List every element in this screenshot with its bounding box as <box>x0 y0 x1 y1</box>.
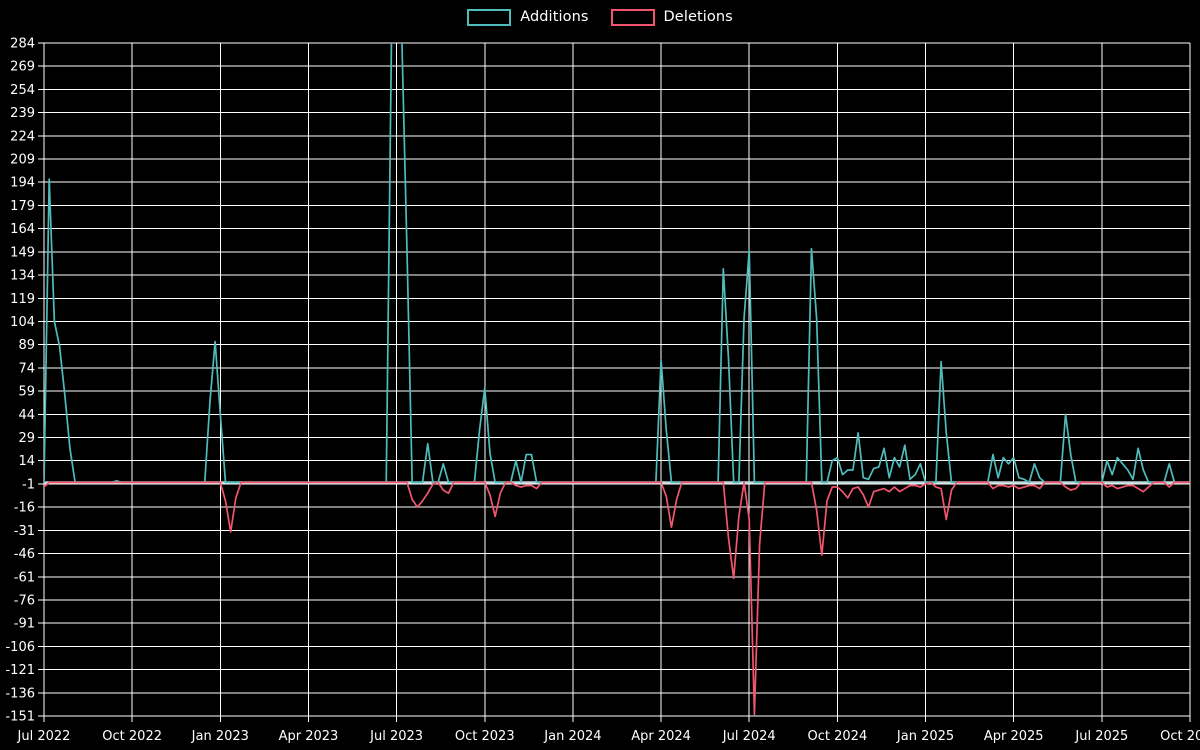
y-tick-label: 104 <box>10 315 35 330</box>
y-tick-label: 179 <box>10 199 35 214</box>
y-tick-label: 269 <box>10 60 35 75</box>
legend-label-deletions: Deletions <box>663 9 733 25</box>
x-axis-tick-labels: Jul 2022 Oct 2022 Jan 2023 Apr 2023 Jul 2023… <box>17 729 1200 744</box>
y-tick-label: 74 <box>18 361 35 376</box>
x-tick-label: Jan 2025 <box>896 729 954 744</box>
y-tick-label: -106 <box>5 640 35 655</box>
y-tick-label: 209 <box>10 153 35 168</box>
y-tick-label: 89 <box>18 338 35 353</box>
x-tick-label: Apr 2023 <box>279 729 339 744</box>
y-tick-label: -16 <box>14 501 35 516</box>
x-tick-label: Oct 2022 <box>102 729 162 744</box>
y-tick-label: 239 <box>10 106 35 121</box>
legend-label-additions: Additions <box>520 9 589 25</box>
y-tick-label: -151 <box>5 710 35 725</box>
y-tick-label: 14 <box>18 454 35 469</box>
y-tick-label: -1 <box>22 477 35 492</box>
y-axis-tick-labels: 284 269 254 239 224 209 194 179 164 149 134 119 104 8… <box>5 37 35 725</box>
x-tick-label: Jul 2025 <box>1074 729 1128 744</box>
data-series-group <box>44 43 1190 716</box>
legend-item-additions[interactable]: Additions <box>467 8 589 26</box>
x-tick-label: Jul 2022 <box>17 729 71 744</box>
legend-swatch-deletions <box>610 8 655 26</box>
y-tick-label: 284 <box>10 37 35 52</box>
y-tick-label: 149 <box>10 245 35 260</box>
y-tick-label: 164 <box>10 222 35 237</box>
x-tick-label: Oct 2023 <box>455 729 515 744</box>
y-tick-label: -61 <box>14 570 35 585</box>
y-tick-label: -91 <box>14 617 35 632</box>
x-tick-label: Jul 2024 <box>722 729 776 744</box>
y-tick-label: 29 <box>18 431 35 446</box>
x-tick-label: Apr 2024 <box>631 729 691 744</box>
y-tick-label: 224 <box>10 129 35 144</box>
y-tick-label: -46 <box>14 547 35 562</box>
x-tick-label: Apr 2025 <box>984 729 1044 744</box>
y-tick-label: 134 <box>10 269 35 284</box>
y-tick-label: 44 <box>18 408 35 423</box>
y-tick-label: 194 <box>10 176 35 191</box>
y-tick-label: -31 <box>14 524 35 539</box>
y-tick-label: -76 <box>14 593 35 608</box>
y-tick-label: 59 <box>18 385 35 400</box>
x-tick-label: Jan 2024 <box>543 729 601 744</box>
gridlines <box>38 42 1191 722</box>
legend-item-deletions[interactable]: Deletions <box>610 8 733 26</box>
series-line-deletions <box>44 481 1190 716</box>
chart-legend: Additions Deletions <box>0 0 1200 34</box>
y-tick-label: 119 <box>10 292 35 307</box>
x-tick-label: Jan 2023 <box>191 729 249 744</box>
legend-swatch-additions <box>467 8 512 26</box>
x-tick-label: Oct 2025 <box>1160 729 1200 744</box>
y-tick-label: 254 <box>10 83 35 98</box>
x-tick-label: Jul 2023 <box>369 729 423 744</box>
y-tick-label: -136 <box>5 686 35 701</box>
y-tick-label: -121 <box>5 663 35 678</box>
x-tick-label: Oct 2024 <box>808 729 868 744</box>
